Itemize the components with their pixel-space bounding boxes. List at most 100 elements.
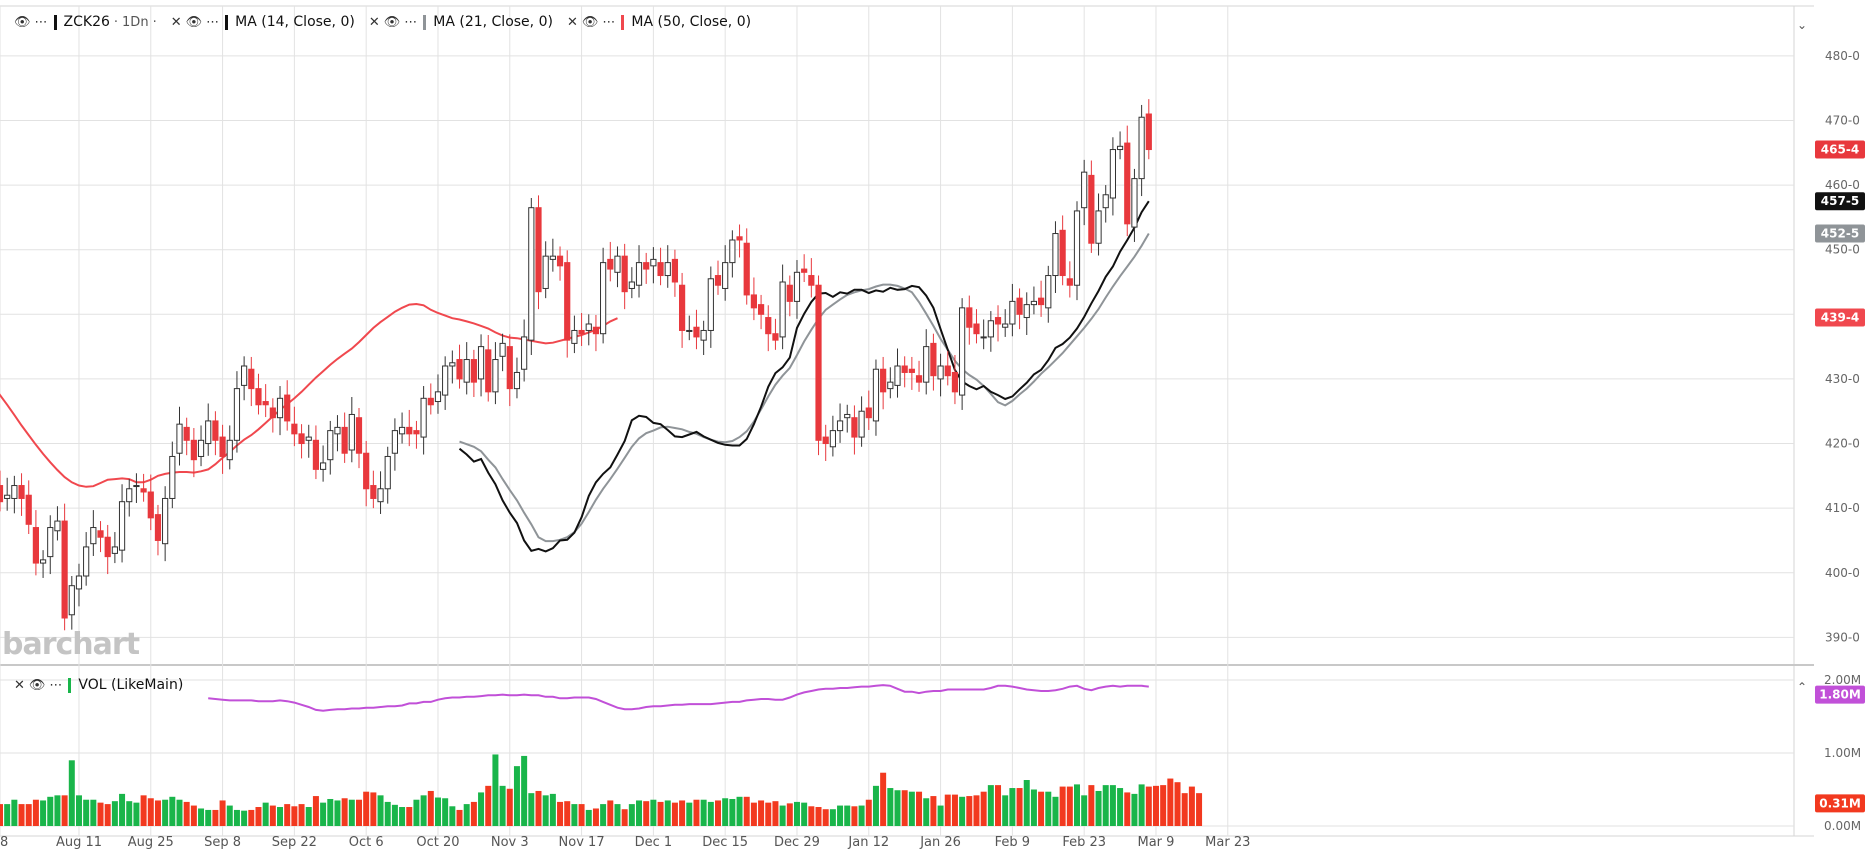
candle[interactable] <box>743 228 750 305</box>
volume-bar[interactable] <box>916 791 923 826</box>
volume-bar[interactable] <box>1059 786 1066 826</box>
candle[interactable] <box>54 506 61 541</box>
volume-bar[interactable] <box>0 804 3 826</box>
volume-bar[interactable] <box>126 801 133 826</box>
candle[interactable] <box>18 473 25 516</box>
volume-bar[interactable] <box>908 791 915 826</box>
volume-bar[interactable] <box>54 795 61 826</box>
volume-bar[interactable] <box>133 802 140 826</box>
volume-bar[interactable] <box>542 795 549 826</box>
candle[interactable] <box>97 521 104 553</box>
candle[interactable] <box>556 246 564 281</box>
candle[interactable] <box>427 383 434 415</box>
volume-bar[interactable] <box>348 799 355 826</box>
interval-label[interactable]: 1Dn <box>122 14 149 30</box>
volume-bar[interactable] <box>11 799 18 826</box>
volume-bar[interactable] <box>269 805 276 826</box>
candle[interactable] <box>564 250 571 358</box>
eye-icon[interactable]: 👁 <box>581 14 599 30</box>
volume-bar[interactable] <box>241 810 248 826</box>
candle[interactable] <box>707 266 714 348</box>
volume-bar[interactable] <box>320 802 327 826</box>
candle[interactable] <box>736 224 743 258</box>
candle[interactable] <box>1059 215 1066 286</box>
candle[interactable] <box>233 371 241 453</box>
candle[interactable] <box>822 424 829 461</box>
candle[interactable] <box>312 425 320 480</box>
candle[interactable] <box>779 264 786 350</box>
candle[interactable] <box>535 195 542 310</box>
candle[interactable] <box>635 245 643 298</box>
volume-bar[interactable] <box>363 791 370 826</box>
volume-bar[interactable] <box>621 809 628 826</box>
candle[interactable] <box>513 357 521 399</box>
candle[interactable] <box>1073 201 1081 301</box>
collapse-main-icon[interactable]: ⌄ <box>1797 18 1808 32</box>
volume-bar[interactable] <box>97 802 104 826</box>
volume-bar[interactable] <box>1038 791 1045 826</box>
candle[interactable] <box>406 409 413 447</box>
candle[interactable] <box>1030 286 1038 315</box>
candle[interactable] <box>650 247 657 284</box>
candle[interactable] <box>1066 261 1073 298</box>
volume-bar[interactable] <box>549 793 556 826</box>
volume-bar[interactable] <box>901 790 908 826</box>
candle[interactable] <box>420 386 427 455</box>
volume-bar[interactable] <box>305 807 312 826</box>
candle[interactable] <box>1016 288 1023 330</box>
candle[interactable] <box>571 315 578 354</box>
volume-bar[interactable] <box>1045 791 1052 826</box>
volume-bar[interactable] <box>535 790 542 826</box>
volume-bar[interactable] <box>356 799 362 826</box>
candle[interactable] <box>269 398 276 433</box>
volume-bar[interactable] <box>973 795 980 826</box>
collapse-volume-icon[interactable]: ⌃ <box>1797 680 1808 694</box>
volume-bar[interactable] <box>1081 795 1088 826</box>
volume-bar[interactable] <box>1095 790 1102 826</box>
candle[interactable] <box>793 260 801 319</box>
candle[interactable] <box>334 415 341 452</box>
candle[interactable] <box>1116 131 1124 160</box>
volume-bar[interactable] <box>664 800 671 826</box>
candle[interactable] <box>398 412 406 444</box>
volume-bar[interactable] <box>700 799 707 826</box>
candle[interactable] <box>772 318 779 350</box>
volume-bar[interactable] <box>377 795 384 826</box>
candle[interactable] <box>126 479 133 517</box>
candle[interactable] <box>1102 185 1109 223</box>
candle[interactable] <box>485 334 492 402</box>
candle[interactable] <box>1045 265 1052 323</box>
candle[interactable] <box>614 246 621 288</box>
volume-bar[interactable] <box>277 807 284 826</box>
candle[interactable] <box>248 356 255 407</box>
candle[interactable] <box>499 333 506 372</box>
candle[interactable] <box>413 420 420 449</box>
volume-bar[interactable] <box>966 796 973 826</box>
volume-bar[interactable] <box>808 806 815 826</box>
candle[interactable] <box>241 356 248 401</box>
candle[interactable] <box>951 355 959 405</box>
candle[interactable] <box>442 356 449 410</box>
volume-bar[interactable] <box>83 799 90 826</box>
candle[interactable] <box>700 320 707 356</box>
volume-bar[interactable] <box>600 804 607 826</box>
volume-bar[interactable] <box>750 802 757 826</box>
volume-bar[interactable] <box>18 804 25 826</box>
volume-bar[interactable] <box>104 804 111 826</box>
volume-bar[interactable] <box>571 804 578 826</box>
candle[interactable] <box>75 563 83 607</box>
candles[interactable] <box>0 99 1152 631</box>
volume-bar[interactable] <box>391 804 398 826</box>
volume-bar[interactable] <box>592 808 599 826</box>
volume-bar[interactable] <box>298 804 305 826</box>
volume-bar[interactable] <box>693 799 700 826</box>
candle[interactable] <box>908 356 915 390</box>
candle[interactable] <box>133 473 140 503</box>
candle[interactable] <box>600 247 607 344</box>
volume-bar[interactable] <box>111 801 118 826</box>
candle[interactable] <box>987 311 994 352</box>
candle[interactable] <box>865 390 872 430</box>
candle[interactable] <box>1052 221 1059 293</box>
volume-bar[interactable] <box>829 809 836 826</box>
